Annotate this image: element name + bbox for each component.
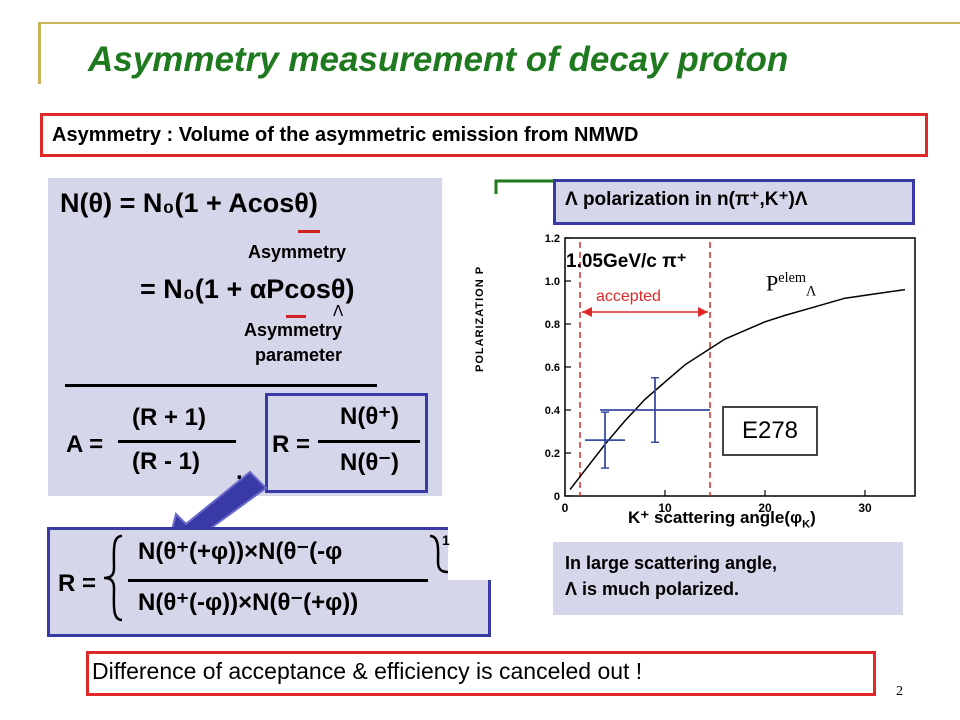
left-brace-icon (103, 534, 123, 622)
chart-curve (569, 288, 906, 491)
slide-title: Asymmetry measurement of decay proton (88, 40, 789, 79)
x-tick-label: 0 (562, 501, 569, 515)
polarization-header: Λ polarization in n(π⁺,K⁺)Λ (565, 189, 808, 210)
rbig-numerator-cut: 1 (442, 532, 450, 548)
r-denominator: N(θ⁻) (340, 449, 399, 476)
curve-label-p: P (766, 270, 779, 296)
note-text: In large scattering angle, Λ is much pol… (565, 550, 777, 602)
x-tick-label: 10 (658, 501, 672, 515)
y-tick-label: 0.6 (545, 362, 560, 374)
asymmetry-underline (298, 230, 320, 233)
rbig-denominator: N(θ⁺(-φ))×N(θ⁻(+φ)) (138, 589, 359, 616)
r-fraction-bar (318, 440, 420, 443)
a-numerator: (R + 1) (132, 404, 207, 431)
header-connector (494, 179, 554, 194)
polarization-equation: = N₀(1 + αPcosθ) (140, 274, 355, 304)
x-tick-label: 20 (758, 501, 772, 515)
p-elem-curve (569, 288, 906, 491)
frame-top-line (38, 22, 960, 24)
asymmetry-parameter-underline (286, 315, 306, 318)
chart-axes: 0 10 20 30 0 0.2 0.4 0.6 0.8 1.0 1.2 (545, 233, 916, 515)
conclusion-box (86, 651, 876, 696)
curve-label-sup: elem (778, 270, 807, 286)
r-numerator: N(θ⁺) (340, 403, 399, 430)
rbig-fraction-bar (128, 579, 428, 582)
r-full-ratio-box (47, 527, 491, 637)
x-tick-label: 30 (858, 501, 872, 515)
note-line-2: Λ is much polarized. (565, 579, 740, 599)
y-tick-label: 0.4 (545, 405, 561, 417)
y-tick-label: 1.2 (545, 233, 560, 245)
frame-left-line (38, 22, 41, 84)
beam-label: 1.05GeV/c π⁺ (566, 251, 687, 272)
r-ratio-box (265, 393, 428, 493)
polarization-header-box (553, 179, 915, 225)
lambda-subscript: Λ (333, 302, 344, 320)
a-lhs: A = (66, 431, 104, 458)
right-brace-icon (429, 534, 449, 574)
x-axis-title-sub: K (802, 518, 811, 531)
x-axis-title: K⁺ scattering angle(φK) (628, 508, 816, 530)
conclusion-text: Difference of acceptance & efficiency is… (92, 658, 643, 684)
plot-frame (564, 237, 916, 497)
y-axis-title: POLARIZATION P (474, 265, 486, 372)
a-fraction-bar (118, 440, 236, 443)
asymmetry-parameter-label-1: Asymmetry (244, 320, 343, 340)
definition-box (40, 113, 928, 157)
comma: , (236, 458, 243, 485)
page-number: 2 (896, 684, 903, 699)
r-lhs: R = (272, 431, 311, 458)
rbig-numerator: N(θ⁺(+φ))×N(θ⁻(-φ (138, 538, 343, 565)
note-box (553, 542, 903, 615)
accepted-label: accepted (596, 288, 661, 305)
asymmetry-parameter-label-2: parameter (255, 345, 343, 365)
a-denominator: (R - 1) (132, 448, 200, 475)
x-axis-title-main: K⁺ scattering angle(φ (628, 508, 803, 527)
curve-label-sub: Λ (806, 283, 817, 300)
definition-text: Asymmetry : Volume of the asymmetric emi… (52, 124, 639, 146)
experiment-label: E278 (741, 417, 799, 444)
experiment-label-box: E278 (722, 406, 818, 456)
accepted-arrowhead-left (582, 307, 592, 317)
divider-rule (65, 384, 377, 387)
asymmetry-equation: N(θ) = N₀(1 + Acosθ) (60, 188, 318, 218)
rbig-lhs: R = (58, 570, 97, 597)
x-axis-title-end: ) (810, 508, 816, 527)
y-tick-label: 1.0 (545, 276, 560, 288)
polarization-chart: 0 10 20 30 0 0.2 0.4 0.6 0.8 1.0 1.2 (545, 233, 916, 515)
asymmetry-label: Asymmetry (248, 242, 347, 262)
y-tick-label: 0 (554, 491, 560, 503)
accepted-arrowhead-right (698, 307, 708, 317)
y-tick-label: 0.2 (545, 448, 560, 460)
curve-label: PelemΛ (766, 270, 816, 301)
r-full-ratio-notch (448, 524, 494, 580)
y-tick-label: 0.8 (545, 319, 560, 331)
note-line-1: In large scattering angle, (565, 553, 778, 573)
chart-points (585, 377, 710, 469)
